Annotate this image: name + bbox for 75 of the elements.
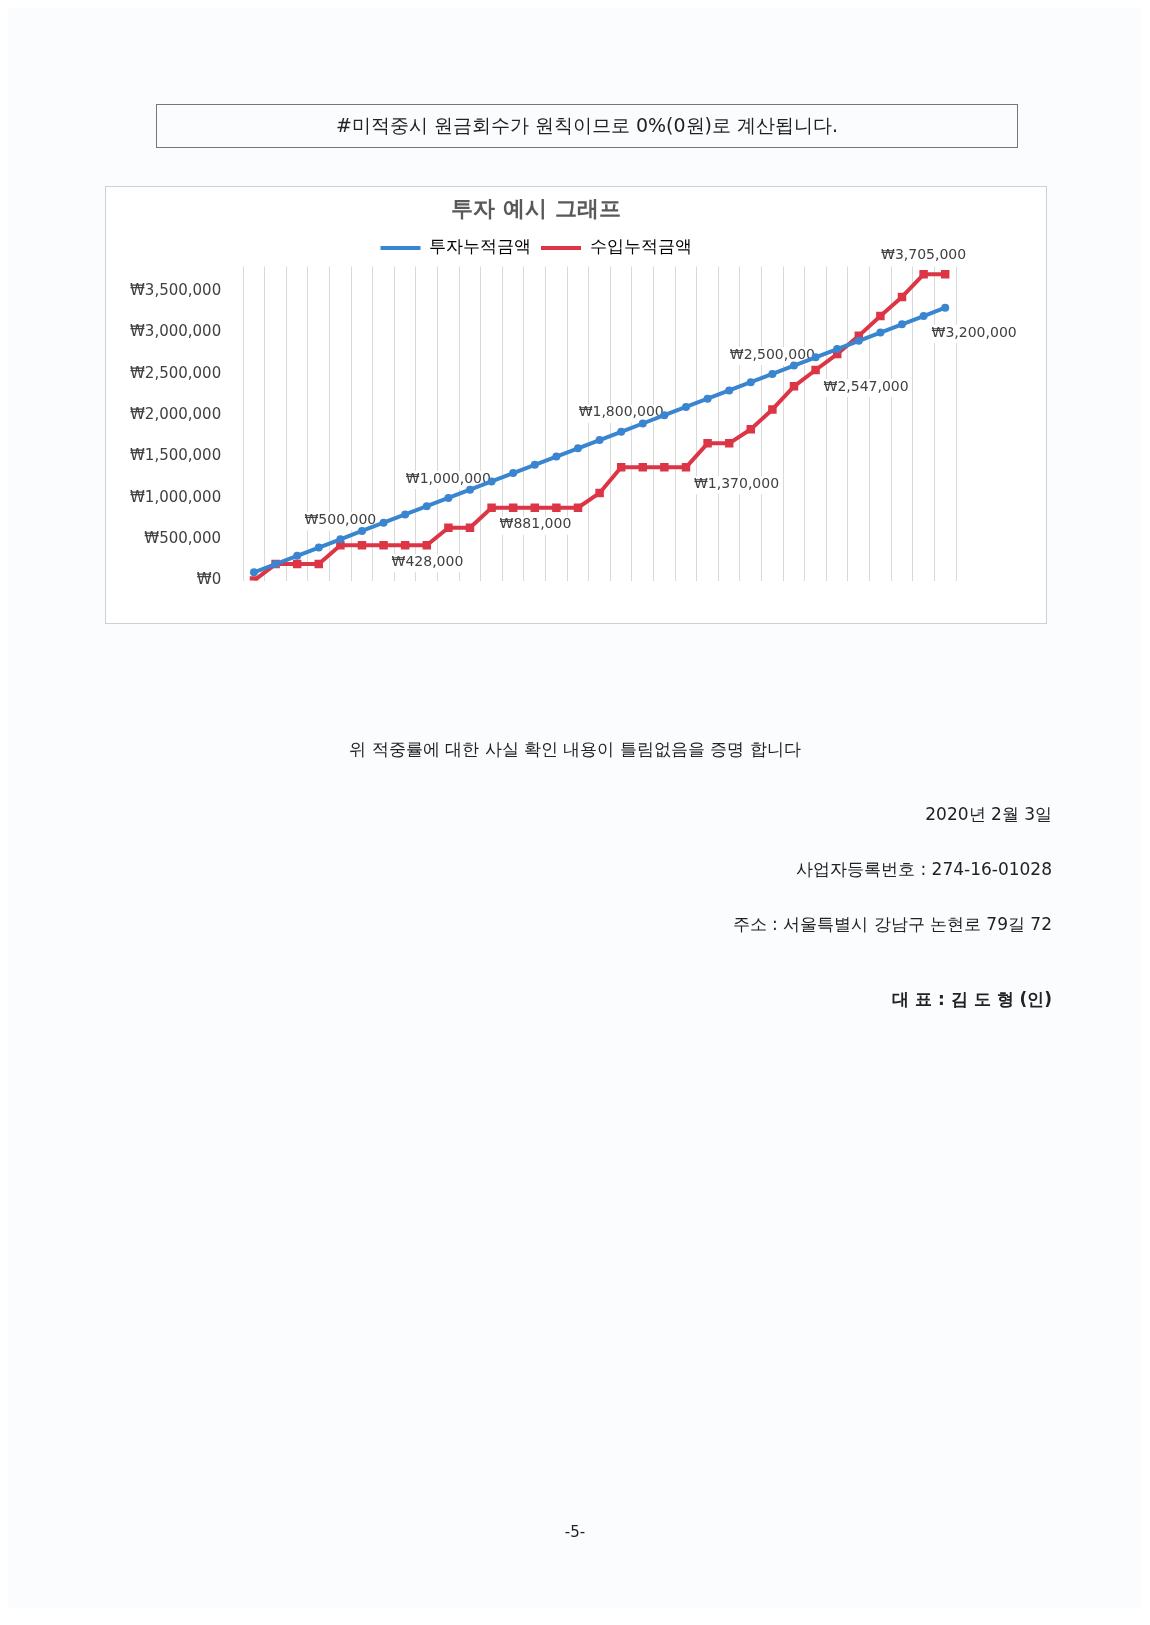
point [768, 405, 777, 414]
point [638, 463, 648, 472]
data-label: ₩428,000 [391, 552, 464, 569]
y-tick-label: ₩3,500,000 [130, 281, 222, 300]
point [336, 535, 345, 544]
data-label: ₩1,000,000 [405, 469, 491, 486]
point [789, 361, 798, 370]
data-label: ₩881,000 [499, 515, 572, 532]
point [746, 425, 756, 434]
y-tick-label: ₩1,000,000 [130, 487, 222, 506]
legend-label: 투자누적금액 [429, 236, 531, 257]
point [509, 469, 518, 478]
data-label: ₩3,200,000 [931, 323, 1017, 340]
data-label: ₩1,370,000 [693, 474, 780, 491]
text: 주소 : 서울특별시 강남구 논현로 79길 72 [732, 913, 1052, 936]
point [854, 336, 863, 345]
point [595, 488, 604, 498]
text: 사업자등록번호 : 274-16-01028 [796, 858, 1052, 881]
point [724, 439, 734, 448]
point [379, 540, 388, 550]
data-label: ₩1,800,000 [578, 403, 664, 420]
point [768, 369, 777, 378]
y-tick-label: ₩3,000,000 [130, 322, 222, 341]
point [379, 518, 388, 527]
point [876, 311, 885, 321]
point [314, 543, 323, 552]
point [703, 439, 712, 448]
text: -5- [563, 1523, 587, 1541]
point [444, 523, 453, 532]
point [660, 463, 669, 472]
text: 대 표 : 김 도 형 (인) [892, 988, 1052, 1011]
point [357, 526, 366, 535]
point [746, 378, 755, 387]
point [552, 503, 561, 512]
point [876, 328, 885, 337]
point [833, 345, 842, 354]
point [898, 320, 906, 329]
point [616, 463, 626, 472]
point [487, 503, 496, 512]
point [919, 312, 928, 321]
y-tick-label: ₩2,000,000 [130, 405, 222, 424]
text: 2020년 2월 3일 [925, 803, 1052, 826]
point [422, 502, 431, 511]
point [617, 427, 626, 436]
point [703, 394, 712, 403]
point [573, 444, 582, 453]
point [552, 452, 561, 461]
text: #미적중시 원금회수가 원칙이므로 0%(0원)로 계산됩니다. [156, 104, 1018, 148]
legend-label: 수입누적금액 [589, 236, 692, 257]
y-tick-label: ₩500,000 [144, 529, 222, 548]
text: 위 적중률에 대한 사실 확인 내용이 틀림없음을 증명 합니다 [348, 738, 802, 761]
point [249, 568, 258, 577]
data-label: ₩2,500,000 [729, 345, 815, 362]
data-label: ₩3,705,000 [881, 245, 967, 262]
point [789, 382, 799, 391]
point [293, 551, 302, 560]
point [725, 386, 734, 395]
point [919, 270, 928, 279]
data-label: ₩2,547,000 [823, 377, 909, 394]
point [465, 523, 475, 532]
point [638, 419, 647, 428]
y-tick-label: ₩2,500,000 [130, 363, 222, 382]
data-label: ₩500,000 [304, 510, 377, 527]
point [811, 365, 820, 375]
point [444, 493, 453, 502]
point [681, 463, 691, 472]
y-tick-label: ₩0 [196, 570, 222, 589]
point [941, 303, 950, 312]
y-tick-label: ₩1,500,000 [130, 446, 222, 465]
point [401, 510, 410, 519]
point [595, 436, 604, 445]
point [530, 460, 539, 469]
point [681, 402, 690, 411]
chart-title: 투자 예시 그래프 [451, 195, 621, 221]
point [465, 485, 474, 494]
